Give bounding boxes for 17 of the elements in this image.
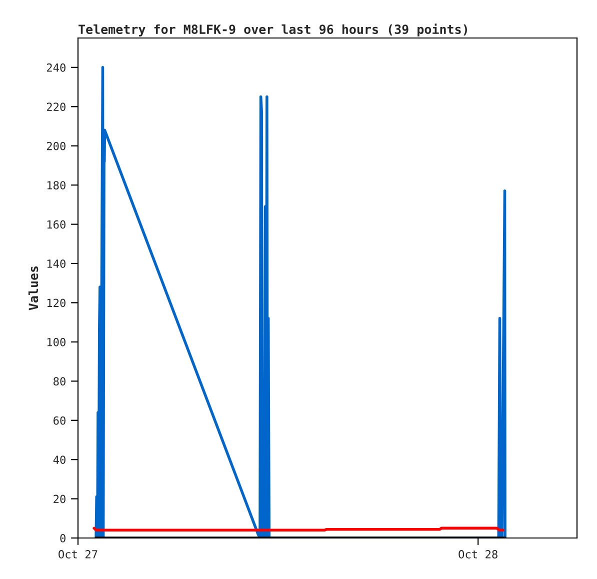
y-tick-label: 120 (47, 298, 66, 308)
y-tick-label: 80 (54, 377, 66, 386)
chart-title: Telemetry for M8LFK-9 over last 96 hours (39 points) (78, 24, 467, 36)
y-tick-label: 20 (54, 494, 66, 504)
y-tick-label: 140 (47, 259, 66, 268)
y-tick-label: 160 (47, 220, 66, 229)
y-tick-label: 240 (46, 63, 66, 72)
y-tick-label: 0 (60, 534, 66, 542)
y-tick-label: 100 (47, 338, 66, 346)
y-tick-label: 200 (46, 142, 66, 150)
y-tick-label: 220 (46, 102, 66, 112)
y-tick-label: 180 (47, 181, 66, 190)
x-tick-label: Oct 28 (458, 550, 498, 558)
y-tick-label: 60 (54, 416, 66, 425)
y-tick-label: 40 (53, 456, 66, 464)
y-axis-title: Values (28, 266, 38, 310)
x-tick-label: Oct 27 (58, 550, 98, 558)
